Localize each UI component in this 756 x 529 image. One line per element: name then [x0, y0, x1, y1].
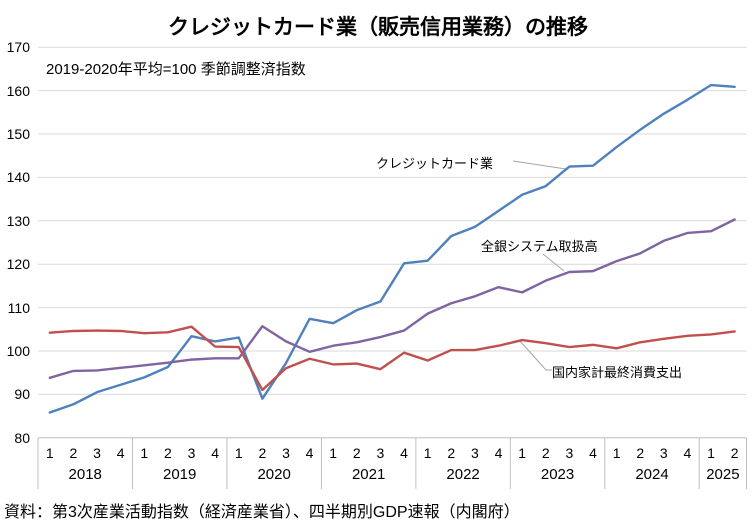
y-axis-label: 160 — [6, 82, 30, 99]
series-label-zengin-system: 全銀システム取扱高 — [481, 239, 598, 254]
quarter-label: 3 — [282, 445, 290, 461]
quarter-label: 2 — [352, 445, 361, 461]
series-line-1 — [48, 218, 736, 380]
series-line-2 — [48, 325, 736, 392]
quarter-label: 1 — [45, 445, 54, 461]
quarter-label: 3 — [659, 445, 668, 461]
quarter-label: 3 — [187, 445, 196, 461]
quarter-label: 4 — [683, 445, 692, 461]
quarter-label: 2 — [730, 445, 739, 461]
quarter-label: 2 — [636, 445, 645, 461]
quarter-label: 2 — [163, 445, 172, 461]
quarter-label: 4 — [400, 445, 408, 461]
year-label: 2018 — [68, 466, 102, 483]
quarter-label: 3 — [93, 445, 101, 461]
quarter-label: 1 — [612, 445, 621, 461]
y-axis-label: 140 — [6, 169, 30, 186]
quarter-label: 2 — [447, 445, 456, 461]
y-axis-label: 80 — [14, 429, 30, 446]
y-axis-label: 90 — [14, 386, 30, 403]
quarter-label: 3 — [376, 445, 385, 461]
y-axis-label: 110 — [7, 299, 30, 316]
quarter-label: 1 — [140, 445, 149, 461]
y-axis-label: 170 — [6, 39, 30, 56]
y-axis-label: 150 — [6, 126, 30, 143]
quarter-label: 3 — [565, 445, 574, 461]
series-line-0 — [48, 83, 736, 414]
quarter-label: 1 — [707, 445, 715, 461]
annotation-leader-line — [512, 160, 567, 170]
year-label: 2022 — [446, 466, 480, 483]
quarter-label: 4 — [305, 445, 314, 461]
quarter-label: 2 — [258, 445, 267, 461]
year-label: 2021 — [351, 466, 386, 483]
year-label: 2025 — [706, 466, 740, 483]
quarter-label: 4 — [211, 445, 220, 461]
quarter-label: 4 — [116, 445, 125, 461]
y-axis-label: 130 — [6, 212, 30, 229]
quarter-label: 3 — [471, 445, 479, 461]
chart-source-note: 資料：第3次産業活動指数（経済産業省）、四半期別GDP速報（内閣府） — [4, 504, 520, 521]
chart-title: クレジットカード業（販売信用業務）の推移 — [168, 16, 588, 39]
y-axis-label: 120 — [6, 256, 30, 273]
quarter-label: 2 — [69, 445, 78, 461]
quarter-label: 1 — [234, 445, 243, 461]
year-label: 2019 — [163, 466, 197, 483]
quarter-label: 1 — [329, 445, 338, 461]
year-label: 2024 — [635, 466, 669, 483]
quarter-label: 1 — [423, 445, 432, 461]
annotation-leader-line — [519, 340, 552, 371]
series-label-household-consumption: 国内家計最終消費支出 — [552, 365, 683, 380]
year-label: 2020 — [257, 466, 291, 483]
quarter-label: 1 — [518, 445, 527, 461]
chart-subtitle: 2019-2020年平均=100 季節調整済指数 — [46, 61, 306, 78]
quarter-label: 2 — [541, 445, 550, 461]
series-label-credit-card: クレジットカード業 — [376, 156, 494, 171]
quarter-label: 4 — [589, 445, 597, 461]
annotation-leader-line — [542, 253, 565, 272]
y-axis-label: 100 — [6, 342, 30, 359]
quarter-label: 4 — [494, 445, 503, 461]
year-label: 2023 — [540, 466, 575, 483]
